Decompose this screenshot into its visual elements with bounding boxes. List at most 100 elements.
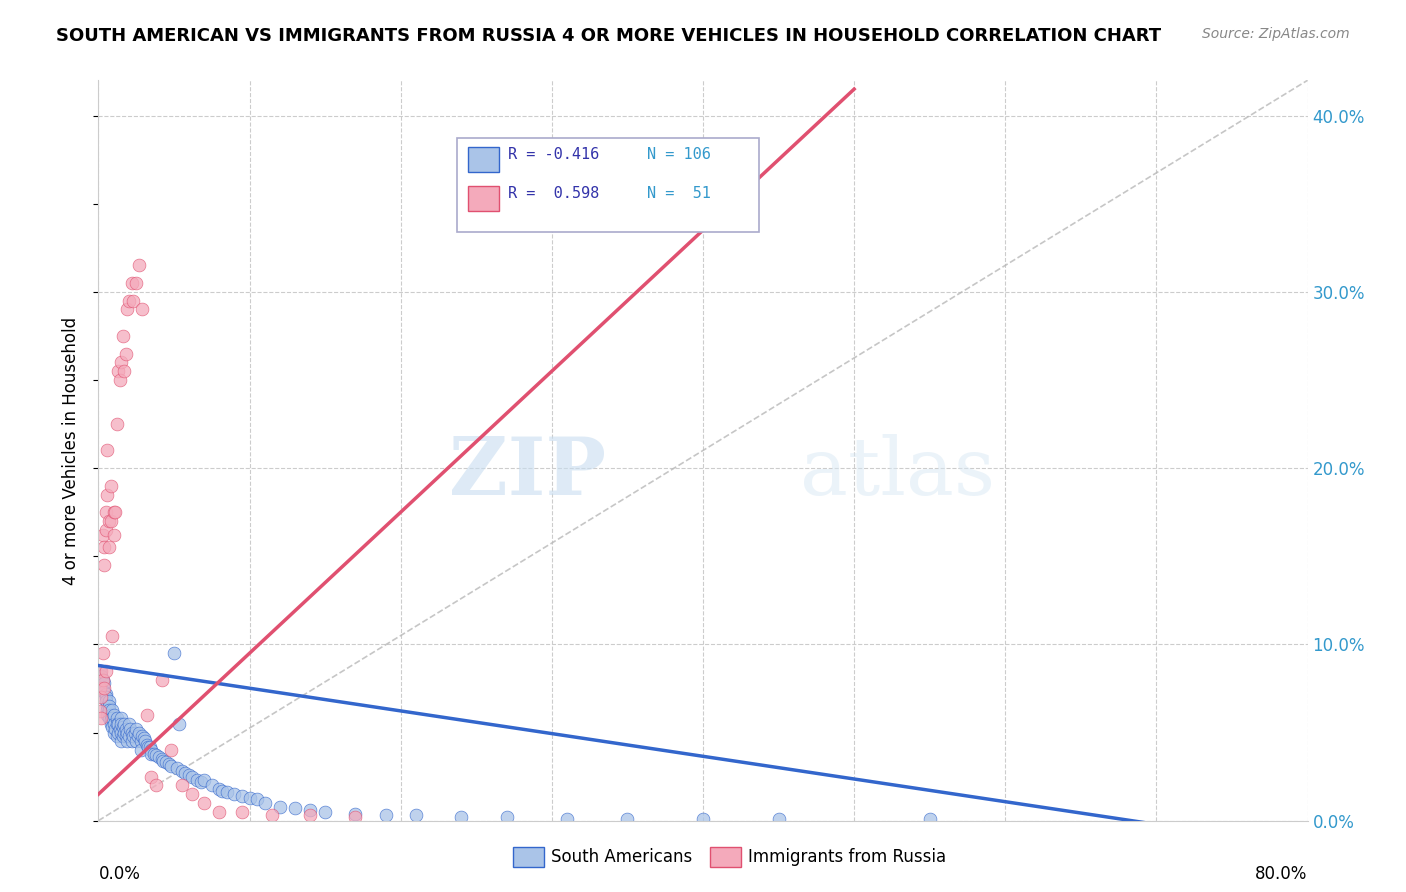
Point (141, 747, 163, 761)
Point (115, 734, 138, 748)
Point (98, 711, 121, 725)
Point (98, 694, 121, 708)
Point (105, 716, 128, 731)
Point (211, 783, 233, 797)
Point (89, 664, 111, 678)
Point (193, 773, 215, 788)
Point (107, 364, 129, 378)
Point (129, 743, 152, 757)
Point (186, 773, 208, 788)
Text: 0.0%: 0.0% (98, 865, 141, 883)
Point (96, 443, 118, 458)
Point (344, 810, 367, 824)
Point (93, 676, 115, 690)
Point (208, 781, 231, 796)
Point (111, 329, 134, 343)
Point (114, 722, 136, 736)
Point (89, 681, 111, 696)
Point (94, 694, 117, 708)
Point (101, 720, 124, 734)
Point (262, 808, 284, 822)
Point (105, 711, 128, 725)
Point (115, 725, 138, 739)
Point (181, 770, 204, 784)
Point (190, 775, 212, 789)
Text: SOUTH AMERICAN VS IMMIGRANTS FROM RUSSIA 4 OR MORE VEHICLES IN HOUSEHOLD CORRELA: SOUTH AMERICAN VS IMMIGRANTS FROM RUSSIA… (56, 27, 1161, 45)
Point (111, 720, 134, 734)
Point (91, 646, 114, 660)
Point (145, 778, 167, 792)
Point (96, 487, 118, 501)
Point (555, 812, 578, 826)
Point (129, 734, 152, 748)
Point (166, 761, 188, 775)
Point (98, 541, 121, 555)
Point (91, 528, 114, 542)
Point (101, 628, 124, 642)
Point (100, 479, 122, 493)
Point (128, 725, 150, 739)
Point (155, 756, 177, 770)
Point (96, 703, 118, 717)
Point (100, 514, 122, 528)
Point (179, 768, 201, 782)
Point (108, 373, 131, 387)
Point (118, 716, 141, 731)
Point (118, 293, 141, 308)
Point (692, 812, 714, 826)
Point (103, 707, 125, 722)
Point (122, 293, 145, 308)
Point (94, 687, 117, 701)
Point (112, 725, 135, 739)
Point (125, 722, 148, 736)
Point (112, 364, 135, 378)
Point (131, 302, 153, 317)
Point (105, 729, 128, 743)
Text: R = -0.416: R = -0.416 (508, 147, 599, 162)
Text: 80.0%: 80.0% (1256, 865, 1308, 883)
Text: N =  51: N = 51 (647, 186, 710, 202)
Point (136, 739, 159, 754)
Point (114, 729, 136, 743)
Point (122, 729, 145, 743)
Point (90, 669, 112, 683)
Point (253, 796, 276, 810)
Point (299, 808, 322, 822)
Point (96, 699, 118, 714)
Point (139, 739, 162, 754)
Point (616, 812, 638, 826)
Point (127, 729, 149, 743)
Point (135, 738, 157, 752)
Text: Immigrants from Russia: Immigrants from Russia (748, 848, 946, 866)
Point (167, 716, 190, 731)
Point (101, 703, 124, 717)
Point (93, 681, 115, 696)
Text: N = 106: N = 106 (647, 147, 710, 162)
Point (160, 759, 183, 773)
Point (100, 713, 122, 727)
Point (131, 729, 153, 743)
Point (114, 346, 136, 360)
Point (104, 505, 127, 519)
Point (284, 801, 307, 815)
Point (145, 748, 167, 763)
Point (121, 734, 143, 748)
Point (231, 789, 253, 803)
Point (89, 704, 111, 718)
Point (90, 690, 112, 705)
Point (125, 734, 148, 748)
Point (93, 558, 115, 572)
Point (91, 673, 114, 687)
Point (344, 806, 367, 821)
Point (110, 355, 132, 369)
Point (91, 681, 114, 696)
Point (100, 716, 122, 731)
Point (96, 707, 118, 722)
Point (104, 722, 127, 736)
Point (135, 707, 157, 722)
Point (103, 716, 125, 731)
Point (150, 752, 173, 766)
Point (495, 810, 517, 824)
Point (120, 722, 142, 736)
Point (181, 787, 204, 801)
